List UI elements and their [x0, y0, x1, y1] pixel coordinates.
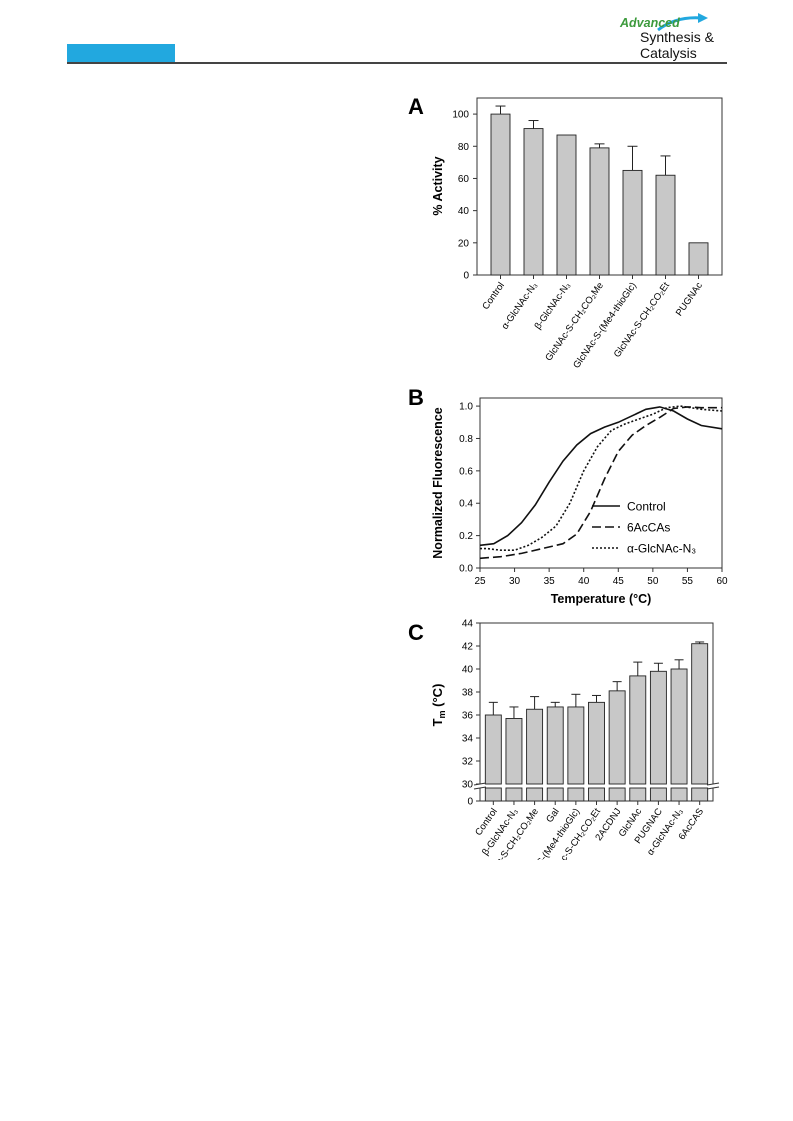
panel-a-xtick-label: PUGNAc	[674, 280, 705, 318]
panel-a-xtick-label: GlcNAc-S-(Me4-thioGlc)	[571, 280, 639, 370]
panel-b-xtick-label: 45	[613, 576, 625, 587]
journal-header-rule	[67, 62, 727, 64]
panel-a-ylabel: % Activity	[431, 156, 445, 215]
panel-a-bar	[523, 128, 544, 276]
panel-c-bar	[526, 708, 544, 785]
panel-c-ytick-label: 0	[467, 797, 473, 808]
panel-a-bar	[589, 147, 610, 276]
panel-b-legend-label: 6AcCAs	[627, 521, 670, 535]
panel-label-a: A	[408, 94, 424, 119]
panel-b-xtick-label: 60	[716, 576, 728, 587]
panel-c-bar	[691, 643, 709, 785]
panel-c-bar	[608, 690, 626, 785]
panel-b-ytick-label: 0.4	[459, 499, 473, 510]
panel-c-ytick-label: 42	[462, 642, 474, 653]
panel-c-ylabel: Tm (°C)	[430, 684, 447, 727]
panel-a-ytick-label: 20	[458, 238, 470, 249]
panel-b-frame	[479, 397, 723, 569]
panel-c-ytick-label: 36	[462, 711, 474, 722]
panel-c-ytick-label: 32	[462, 757, 474, 768]
panel-a-ytick-label: 0	[463, 271, 469, 282]
panel-b-series-line	[480, 405, 723, 551]
panel-c-axis-break-right	[706, 782, 720, 786]
figure: A 0 20 40 60 80 100 % Activity Control α-GlcNAc-N…	[380, 80, 730, 897]
panel-a-xtick-label: GlcNAc-S-CH₂CO₂Me	[543, 280, 606, 363]
panel-b-series-line	[479, 406, 723, 547]
panel-b-legend-label: Control	[627, 500, 666, 514]
panel-c-ylabel-text: Tm (°C)	[430, 684, 447, 727]
panel-c-bar-lower	[608, 787, 626, 802]
panel-c-bar-lower	[691, 787, 709, 802]
panel-a-ytick-label: 100	[452, 110, 469, 121]
panel-b-xtick-label: 30	[509, 576, 521, 587]
panel-a-ytick-label: 80	[458, 142, 470, 153]
panel-c-ytick-label: 44	[462, 619, 474, 630]
panel-a-bar	[688, 242, 709, 276]
panel-c-bar	[588, 701, 605, 785]
panel-b-ylabel: Normalized Fluorescence	[431, 407, 445, 558]
panel-c-bar	[546, 706, 564, 785]
panel-b-xtick-label: 40	[578, 576, 590, 587]
figure-svg: A 0 20 40 60 80 100 % Activity Control α-GlcNAc-N…	[408, 94, 728, 897]
logo-text-synthesis: Synthesis &	[640, 29, 714, 45]
panel-a-xtick-label: Control	[480, 280, 507, 311]
journal-logo: Advanced Synthesis & Catalysis	[618, 12, 736, 64]
panel-c-ytick-label: 30	[462, 780, 474, 791]
panel-c-axis-break-left	[473, 786, 487, 790]
journal-header-bar	[67, 44, 175, 62]
panel-c-ytick-label: 38	[462, 688, 474, 699]
panel-label-c: C	[408, 620, 424, 645]
panel-b-ytick-label: 1.0	[459, 402, 473, 413]
panel-c-bar	[505, 718, 523, 785]
panel-c-bar	[629, 675, 647, 785]
panel-c-frame-upper	[479, 622, 714, 784]
panel-a-bar	[556, 134, 577, 276]
panel-c-bar-lower	[567, 787, 585, 802]
logo-text-advanced: Advanced	[620, 16, 680, 30]
panel-b-xtick-label: 50	[647, 576, 659, 587]
panel-label-b: B	[408, 385, 424, 410]
panel-c-bar	[567, 706, 585, 785]
panel-c-bar-lower	[484, 787, 502, 802]
panel-c-ytick-label: 34	[462, 734, 474, 745]
panel-c-xtick-label: Gal	[544, 806, 561, 824]
panel-c-bar-lower	[649, 787, 667, 802]
panel-a-bar	[655, 174, 676, 276]
panel-c-ytick-label: 40	[462, 665, 474, 676]
panel-c-bar	[484, 714, 502, 785]
panel-c-bar-lower	[629, 787, 647, 802]
panel-a-ytick-label: 60	[458, 174, 470, 185]
panel-b-xtick-label: 55	[682, 576, 694, 587]
panel-b-ytick-label: 0.6	[459, 466, 473, 477]
panel-c-bar-lower	[588, 787, 605, 802]
panel-b-ytick-label: 0.0	[459, 564, 473, 575]
panel-a-bar	[622, 169, 643, 276]
panel-c-bar	[670, 668, 688, 785]
panel-a-ytick-label: 40	[458, 206, 470, 217]
panel-b-xlabel: Temperature (°C)	[551, 592, 652, 606]
panel-b-xtick-label: 25	[474, 576, 486, 587]
panel-b-xtick-label: 35	[544, 576, 556, 587]
panel-a-bar	[490, 113, 511, 276]
panel-b-ytick-label: 0.8	[459, 434, 473, 445]
panel-b-ytick-label: 0.2	[459, 531, 473, 542]
logo-text-catalysis: Catalysis	[640, 45, 697, 61]
panel-b-legend-label: α-GlcNAc-N₃	[627, 542, 696, 556]
panel-c-axis-break-right	[706, 786, 720, 790]
panel-c-bar	[649, 670, 667, 785]
panel-c-bar-lower	[546, 787, 564, 802]
panel-c-bar-lower	[505, 787, 523, 802]
logo-arrow-icon	[657, 13, 708, 32]
panel-c-bar-lower	[670, 787, 688, 802]
panel-c-bar-lower	[526, 787, 544, 802]
panel-b-series-line	[479, 406, 722, 560]
